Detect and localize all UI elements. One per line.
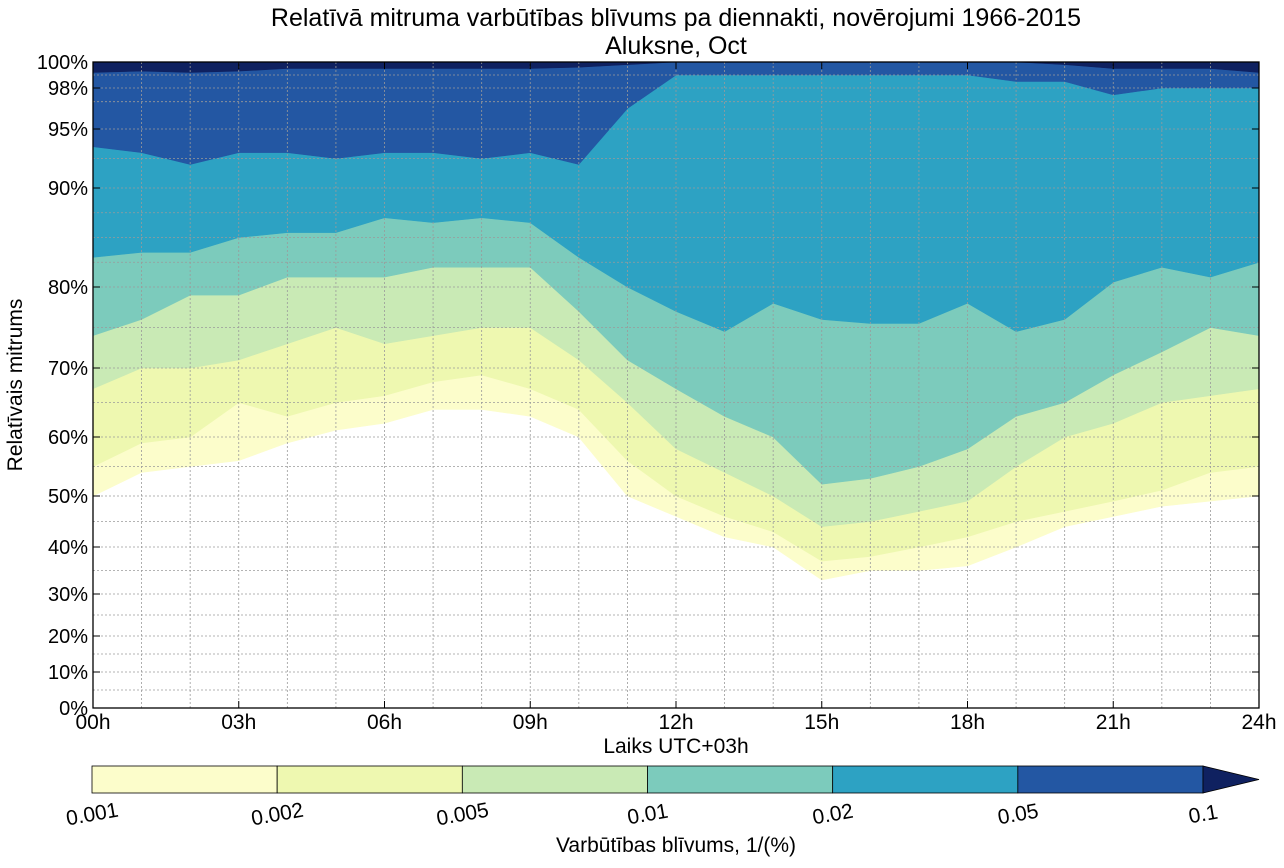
colorbar-tick-label: 0.01 (626, 800, 670, 830)
y-axis-label: Relatīvais mitrums (4, 299, 27, 472)
x-tick-label: 06h (367, 711, 402, 734)
x-tick-label: 15h (804, 711, 839, 734)
y-tick-label: 0% (59, 698, 88, 720)
colorbar-tick-label: 0.001 (64, 799, 120, 831)
colorbar-tick-label: 0.002 (250, 799, 306, 831)
x-tick-label: 24h (1241, 711, 1276, 734)
y-tick-label: 70% (48, 358, 88, 380)
y-tick-label: 95% (48, 119, 88, 141)
chart-subtitle: Aluksne, Oct (605, 32, 747, 60)
y-tick-label: 30% (48, 584, 88, 606)
colorbar-swatch-0.002 (276, 765, 463, 794)
colorbar-swatch-0.05 (1017, 765, 1204, 794)
x-tick-label: 12h (658, 711, 693, 734)
colorbar-swatch-0.01 (647, 765, 834, 794)
x-tick-label: 00h (75, 711, 110, 734)
x-tick-label: 09h (513, 711, 548, 734)
x-axis-ticks: 00h 03h 06h 09h 12h 15h 18h 21h 24h (75, 62, 1277, 734)
y-tick-label: 20% (48, 626, 88, 648)
x-axis-label: Laiks UTC+03h (603, 735, 748, 758)
colorbar-tick-label: 0.05 (996, 800, 1040, 830)
colorbar-tick-label: 0.02 (811, 800, 855, 830)
plot-frame (92, 61, 1260, 709)
y-tick-label: 40% (48, 537, 88, 559)
x-tick-label: 21h (1096, 711, 1131, 734)
colorbar-swatch-0.001 (91, 765, 278, 794)
y-tick-label: 10% (48, 662, 88, 684)
colorbar-extend-arrow (1202, 765, 1260, 794)
y-tick-label: 50% (48, 486, 88, 508)
colorbar-swatch-0.02 (832, 765, 1019, 794)
colorbar-label: Varbūtības blīvums, 1/(%) (556, 834, 796, 857)
x-tick-label: 18h (950, 711, 985, 734)
colorbar-tick-label: 0.005 (435, 799, 491, 831)
y-tick-label: 60% (48, 427, 88, 449)
y-tick-label: 98% (48, 78, 88, 100)
colorbar-swatch-0.005 (461, 765, 648, 794)
colorbar-tick-label: 0.1 (1187, 801, 1220, 829)
y-tick-label: 80% (48, 277, 88, 299)
y-tick-label: 100% (37, 52, 88, 74)
x-tick-label: 03h (221, 711, 256, 734)
y-axis-ticks: 0% 10% 20% 30% 40% 50% 60% 70% 80% 90% 95% 98% 100% (37, 52, 1259, 720)
y-tick-label: 90% (48, 178, 88, 200)
colorbar: 0.001 0.002 0.005 0.01 0.02 0.05 0.1 (64, 765, 1260, 831)
chart-title: Relatīvā mitruma varbūtības blīvums pa d… (271, 4, 1081, 32)
